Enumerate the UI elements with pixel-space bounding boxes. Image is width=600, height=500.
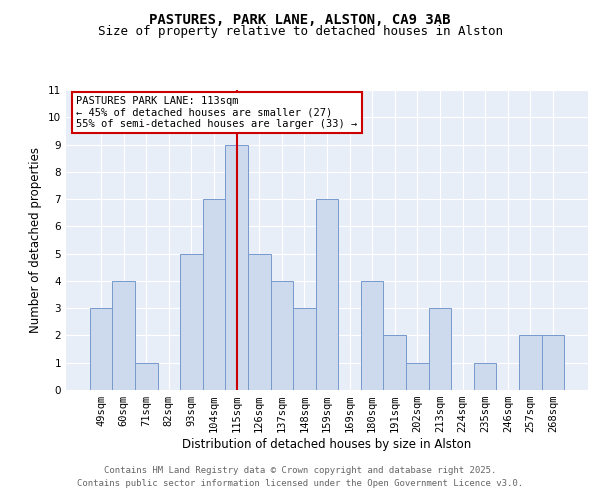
- Bar: [180, 254, 203, 390]
- X-axis label: Distribution of detached houses by size in Alston: Distribution of detached houses by size …: [182, 438, 472, 451]
- Bar: [383, 336, 406, 390]
- Text: Contains HM Land Registry data © Crown copyright and database right 2025.
Contai: Contains HM Land Registry data © Crown c…: [77, 466, 523, 487]
- Bar: [90, 308, 112, 390]
- Bar: [293, 308, 316, 390]
- Bar: [361, 281, 383, 390]
- Text: PASTURES PARK LANE: 113sqm
← 45% of detached houses are smaller (27)
55% of semi: PASTURES PARK LANE: 113sqm ← 45% of deta…: [76, 96, 358, 129]
- Text: Size of property relative to detached houses in Alston: Size of property relative to detached ho…: [97, 25, 503, 38]
- Bar: [428, 308, 451, 390]
- Bar: [135, 362, 158, 390]
- Bar: [519, 336, 542, 390]
- Bar: [203, 199, 226, 390]
- Bar: [248, 254, 271, 390]
- Bar: [271, 281, 293, 390]
- Bar: [316, 199, 338, 390]
- Bar: [112, 281, 135, 390]
- Bar: [406, 362, 428, 390]
- Bar: [226, 144, 248, 390]
- Bar: [542, 336, 564, 390]
- Bar: [474, 362, 496, 390]
- Text: PASTURES, PARK LANE, ALSTON, CA9 3AB: PASTURES, PARK LANE, ALSTON, CA9 3AB: [149, 12, 451, 26]
- Y-axis label: Number of detached properties: Number of detached properties: [29, 147, 43, 333]
